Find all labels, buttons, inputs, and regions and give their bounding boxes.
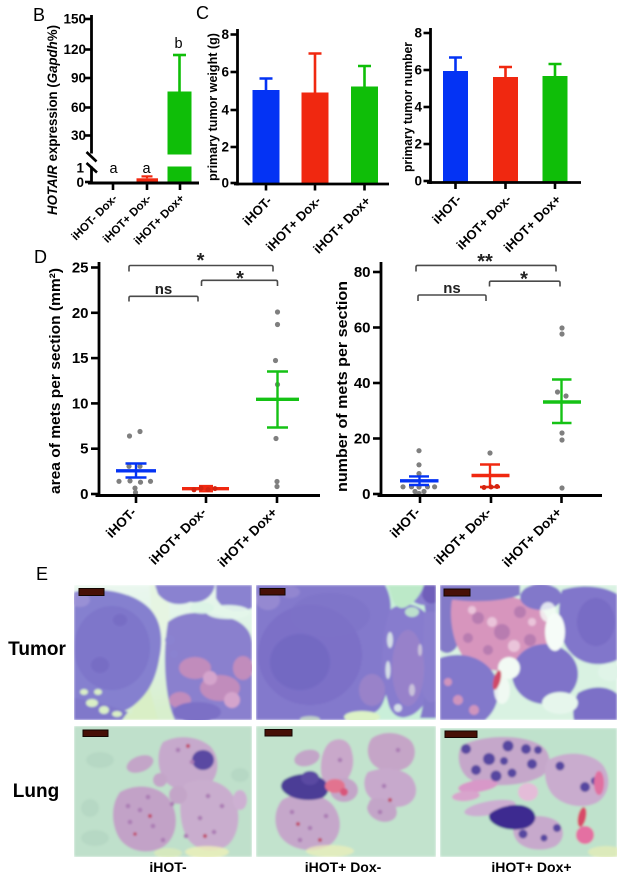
svg-text:0: 0 [80,486,88,503]
svg-text:60: 60 [71,100,86,115]
svg-text:150: 150 [63,12,86,27]
svg-text:30: 30 [71,128,86,143]
svg-text:*: * [197,250,205,272]
svg-text:120: 120 [63,42,86,57]
svg-text:iHOT-: iHOT- [149,859,187,875]
svg-text:2: 2 [414,137,422,152]
svg-text:25: 25 [72,260,89,277]
svg-text:1: 1 [76,161,84,176]
svg-text:iHOT-: iHOT- [240,193,275,228]
svg-text:iHOT+ Dox+: iHOT+ Dox+ [499,505,564,570]
svg-text:B: B [33,5,45,25]
svg-text:20: 20 [354,431,371,448]
svg-text:0: 0 [414,174,422,189]
svg-text:0: 0 [76,175,84,190]
svg-text:number of mets per section: number of mets per section [334,281,351,492]
svg-text:4: 4 [221,103,229,118]
svg-text:8: 8 [221,27,229,42]
svg-text:ns: ns [155,281,173,298]
svg-text:20: 20 [72,305,89,322]
svg-text:*: * [520,269,528,291]
svg-text:a: a [142,161,151,177]
svg-text:area of mets per section (mm²): area of mets per section (mm²) [47,268,64,494]
svg-text:iHOT-: iHOT- [429,192,464,227]
svg-text:b: b [174,36,182,52]
svg-text:iHOT-: iHOT- [387,505,423,541]
svg-text:10: 10 [72,395,89,412]
svg-text:5: 5 [80,441,88,458]
svg-text:8: 8 [414,26,422,41]
svg-text:iHOT+ Dox-: iHOT+ Dox- [305,859,382,875]
svg-text:0: 0 [362,486,370,503]
svg-text:iHOT-: iHOT- [103,505,139,541]
svg-text:6: 6 [221,65,229,80]
svg-text:iHOT+ Dox-: iHOT+ Dox- [431,505,494,568]
svg-text:iHOT+ Dox-: iHOT+ Dox- [146,505,209,568]
svg-text:6: 6 [414,63,422,78]
svg-text:E: E [36,564,48,584]
svg-text:0: 0 [221,176,229,191]
svg-text:Tumor: Tumor [8,639,66,660]
svg-text:a: a [109,161,118,177]
svg-text:primary tumor number: primary tumor number [400,42,415,172]
svg-text:ns: ns [443,280,461,297]
svg-text:Lung: Lung [13,781,59,802]
svg-text:90: 90 [71,71,86,86]
svg-text:D: D [34,247,47,267]
svg-text:15: 15 [72,350,89,367]
svg-text:2: 2 [221,140,229,155]
svg-text:*: * [236,268,244,290]
svg-text:40: 40 [354,375,371,392]
svg-text:HOTAIR expression (Gapdh%): HOTAIR expression (Gapdh%) [45,25,60,215]
svg-text:C: C [196,3,209,23]
svg-text:4: 4 [414,100,422,115]
svg-text:80: 80 [354,264,371,281]
svg-text:iHOT+ Dox+: iHOT+ Dox+ [491,859,571,875]
svg-text:60: 60 [354,320,371,337]
svg-text:primary tumor weight (g): primary tumor weight (g) [205,33,220,181]
svg-text:iHOT+ Dox+: iHOT+ Dox+ [215,505,280,570]
svg-text:**: ** [477,251,493,273]
